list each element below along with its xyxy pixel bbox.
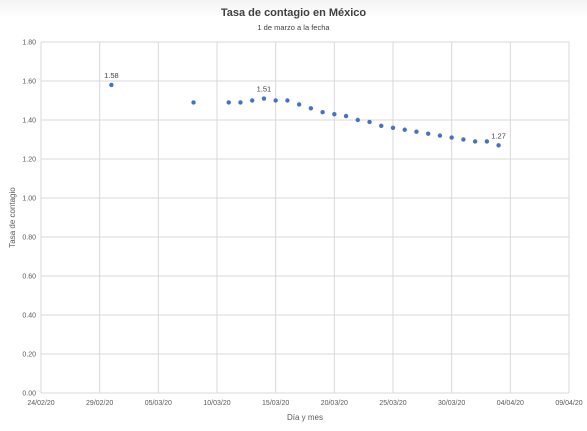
- data-point: [355, 117, 360, 123]
- y-tick-label: 0.60: [22, 274, 36, 281]
- x-tick-label: 05/03/20: [145, 400, 172, 407]
- x-axis-ticks: 24/02/20 29/02/20 05/03/20 10/03/20 15/03/20…: [27, 400, 582, 407]
- data-point: [343, 113, 349, 119]
- data-point: [367, 119, 372, 125]
- y-tick-label: 0.80: [22, 235, 36, 242]
- data-point: [238, 100, 243, 105]
- data-label: 1.58: [104, 71, 119, 80]
- x-tick-label: 20/03/20: [321, 400, 348, 407]
- data-labels: 1.58 1.51 1.27: [104, 71, 506, 140]
- x-tick-label: 29/02/20: [86, 400, 113, 407]
- x-tick-label: 24/02/20: [27, 400, 54, 407]
- y-axis-ticks: 0.00 0.20 0.40 0.60 0.80 1.00 1.20 1.40 1.60 1.80: [22, 40, 36, 398]
- y-tick-label: 1.60: [22, 79, 36, 86]
- data-point: [437, 133, 443, 138]
- chart-subtitle: 1 de marzo a la fecha: [257, 23, 330, 32]
- x-tick-label: 15/03/20: [262, 400, 289, 407]
- data-point: [273, 98, 278, 103]
- x-tick-label: 10/03/20: [203, 400, 230, 407]
- data-point: [390, 125, 396, 130]
- data-point: [426, 131, 431, 136]
- x-tick-label: 09/04/20: [555, 400, 582, 407]
- x-tick-label: 25/03/20: [379, 400, 406, 407]
- data-point: [472, 139, 478, 144]
- data-point: [496, 143, 501, 148]
- data-label: 1.51: [257, 85, 272, 94]
- data-point: [449, 135, 454, 140]
- data-point: [379, 123, 384, 129]
- data-point: [285, 98, 290, 103]
- data-point: [226, 100, 231, 105]
- data-point: [461, 137, 466, 142]
- y-tick-label: 0.20: [22, 352, 36, 359]
- gridlines: [40, 41, 570, 394]
- data-point: [308, 106, 314, 111]
- data-point: [191, 100, 196, 105]
- data-point: [320, 110, 325, 115]
- data-point: [414, 129, 419, 134]
- chart-title: Tasa de contagio en México: [220, 7, 367, 19]
- x-tick-label: 04/04/20: [497, 400, 524, 407]
- y-tick-label: 1.40: [22, 118, 36, 125]
- x-tick-label: 30/03/20: [438, 400, 465, 407]
- y-tick-label: 0.00: [22, 391, 36, 398]
- y-tick-label: 1.00: [22, 196, 36, 203]
- data-point: [484, 139, 490, 144]
- data-point: [261, 96, 267, 101]
- data-points: [109, 82, 501, 148]
- data-label: 1.27: [491, 131, 506, 140]
- y-tick-label: 0.40: [22, 313, 36, 320]
- data-point: [250, 98, 255, 103]
- data-point: [296, 102, 302, 107]
- data-point: [402, 127, 407, 132]
- y-tick-label: 1.20: [22, 157, 36, 164]
- data-point: [109, 82, 114, 88]
- y-axis-title: Tasa de contagio: [8, 187, 17, 248]
- y-tick-label: 1.80: [22, 40, 36, 47]
- x-axis-title: Día y mes: [287, 413, 323, 422]
- data-point: [332, 111, 337, 117]
